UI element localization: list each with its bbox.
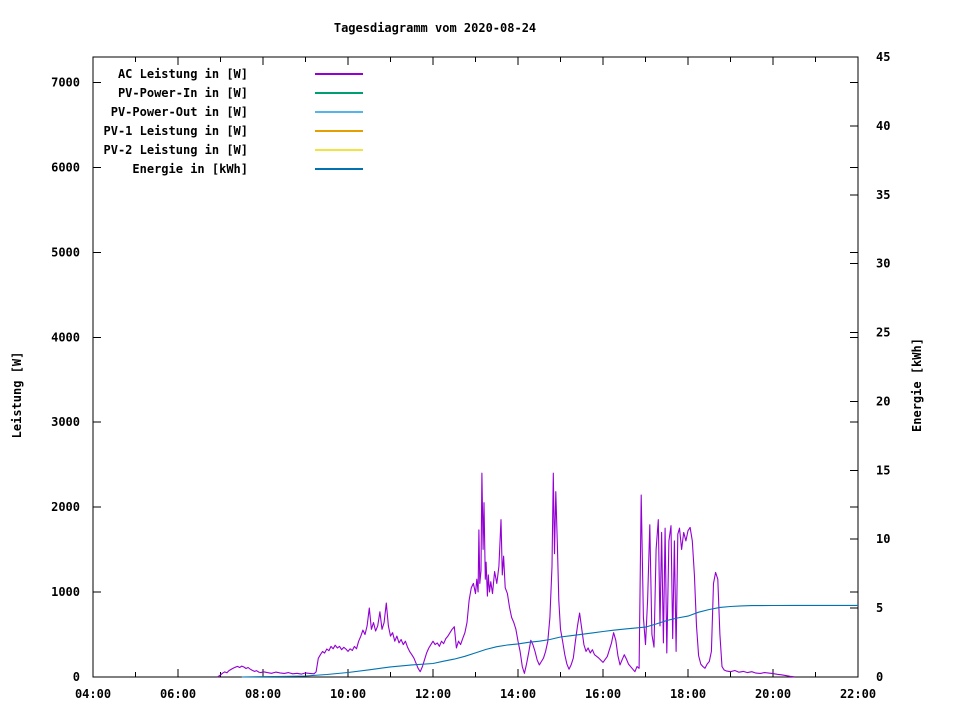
y1-tick-label: 6000 — [51, 160, 80, 174]
x-tick-label: 08:00 — [245, 687, 281, 701]
x-tick-label: 22:00 — [840, 687, 876, 701]
x-tick-label: 16:00 — [585, 687, 621, 701]
y1-tick-label: 1000 — [51, 585, 80, 599]
y2-tick-label: 40 — [876, 119, 890, 133]
y1-tick-label: 2000 — [51, 500, 80, 514]
legend-label-energie-in-kwh: Energie in [kWh] — [132, 162, 248, 176]
x-tick-label: 20:00 — [755, 687, 791, 701]
x-tick-label: 14:00 — [500, 687, 536, 701]
y2-axis-title: Energie [kWh] — [910, 338, 924, 432]
legend-label-ac-leistung-in-w: AC Leistung in [W] — [118, 67, 248, 81]
y2-tick-label: 0 — [876, 670, 883, 684]
y1-tick-label: 4000 — [51, 330, 80, 344]
legend-label-pv-power-out-in-w: PV-Power-Out in [W] — [111, 105, 248, 119]
y2-tick-label: 10 — [876, 532, 890, 546]
chart-title: Tagesdiagramm vom 2020-08-24 — [333, 21, 537, 35]
y1-tick-label: 0 — [73, 670, 80, 684]
y1-tick-label: 5000 — [51, 245, 80, 259]
y1-tick-label: 3000 — [51, 415, 80, 429]
x-tick-label: 18:00 — [670, 687, 706, 701]
legend-label-pv-1-leistung-in-w: PV-1 Leistung in [W] — [104, 124, 249, 138]
y2-tick-label: 20 — [876, 394, 890, 408]
x-tick-label: 04:00 — [75, 687, 111, 701]
y2-tick-label: 25 — [876, 326, 890, 340]
y2-tick-label: 45 — [876, 50, 890, 64]
y2-tick-label: 5 — [876, 601, 883, 615]
x-tick-label: 12:00 — [415, 687, 451, 701]
y2-tick-label: 30 — [876, 257, 890, 271]
series-ac-leistung-in-w — [217, 472, 795, 678]
y2-tick-label: 15 — [876, 463, 890, 477]
y1-tick-label: 7000 — [51, 75, 80, 89]
y1-axis-title: Leistung [W] — [10, 351, 24, 439]
legend-label-pv-2-leistung-in-w: PV-2 Leistung in [W] — [104, 143, 249, 157]
x-tick-label: 06:00 — [160, 687, 196, 701]
legend-label-pv-power-in-in-w: PV-Power-In in [W] — [118, 86, 248, 100]
y2-tick-label: 35 — [876, 188, 890, 202]
x-tick-label: 10:00 — [330, 687, 366, 701]
series-energie-in-kwh — [241, 604, 858, 678]
